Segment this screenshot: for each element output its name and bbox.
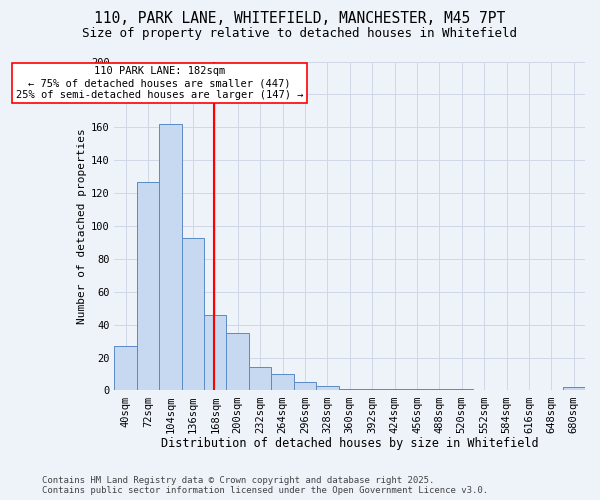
Text: 110 PARK LANE: 182sqm
← 75% of detached houses are smaller (447)
25% of semi-det: 110 PARK LANE: 182sqm ← 75% of detached … — [16, 66, 303, 100]
Text: Contains HM Land Registry data © Crown copyright and database right 2025.
Contai: Contains HM Land Registry data © Crown c… — [42, 476, 488, 495]
Bar — [428, 389, 451, 390]
Bar — [249, 368, 271, 390]
Bar — [383, 389, 406, 390]
Text: 110, PARK LANE, WHITEFIELD, MANCHESTER, M45 7PT: 110, PARK LANE, WHITEFIELD, MANCHESTER, … — [94, 11, 506, 26]
Bar — [271, 374, 294, 390]
Bar — [563, 387, 585, 390]
Bar — [316, 386, 338, 390]
Bar — [115, 346, 137, 391]
Bar — [226, 333, 249, 390]
Bar — [182, 238, 204, 390]
Bar — [294, 382, 316, 390]
Bar — [451, 389, 473, 390]
Bar — [204, 315, 226, 390]
X-axis label: Distribution of detached houses by size in Whitefield: Distribution of detached houses by size … — [161, 437, 539, 450]
Y-axis label: Number of detached properties: Number of detached properties — [77, 128, 86, 324]
Bar — [137, 182, 159, 390]
Text: Size of property relative to detached houses in Whitefield: Size of property relative to detached ho… — [83, 28, 517, 40]
Bar — [338, 389, 361, 390]
Bar — [361, 389, 383, 390]
Bar — [406, 389, 428, 390]
Bar — [159, 124, 182, 390]
